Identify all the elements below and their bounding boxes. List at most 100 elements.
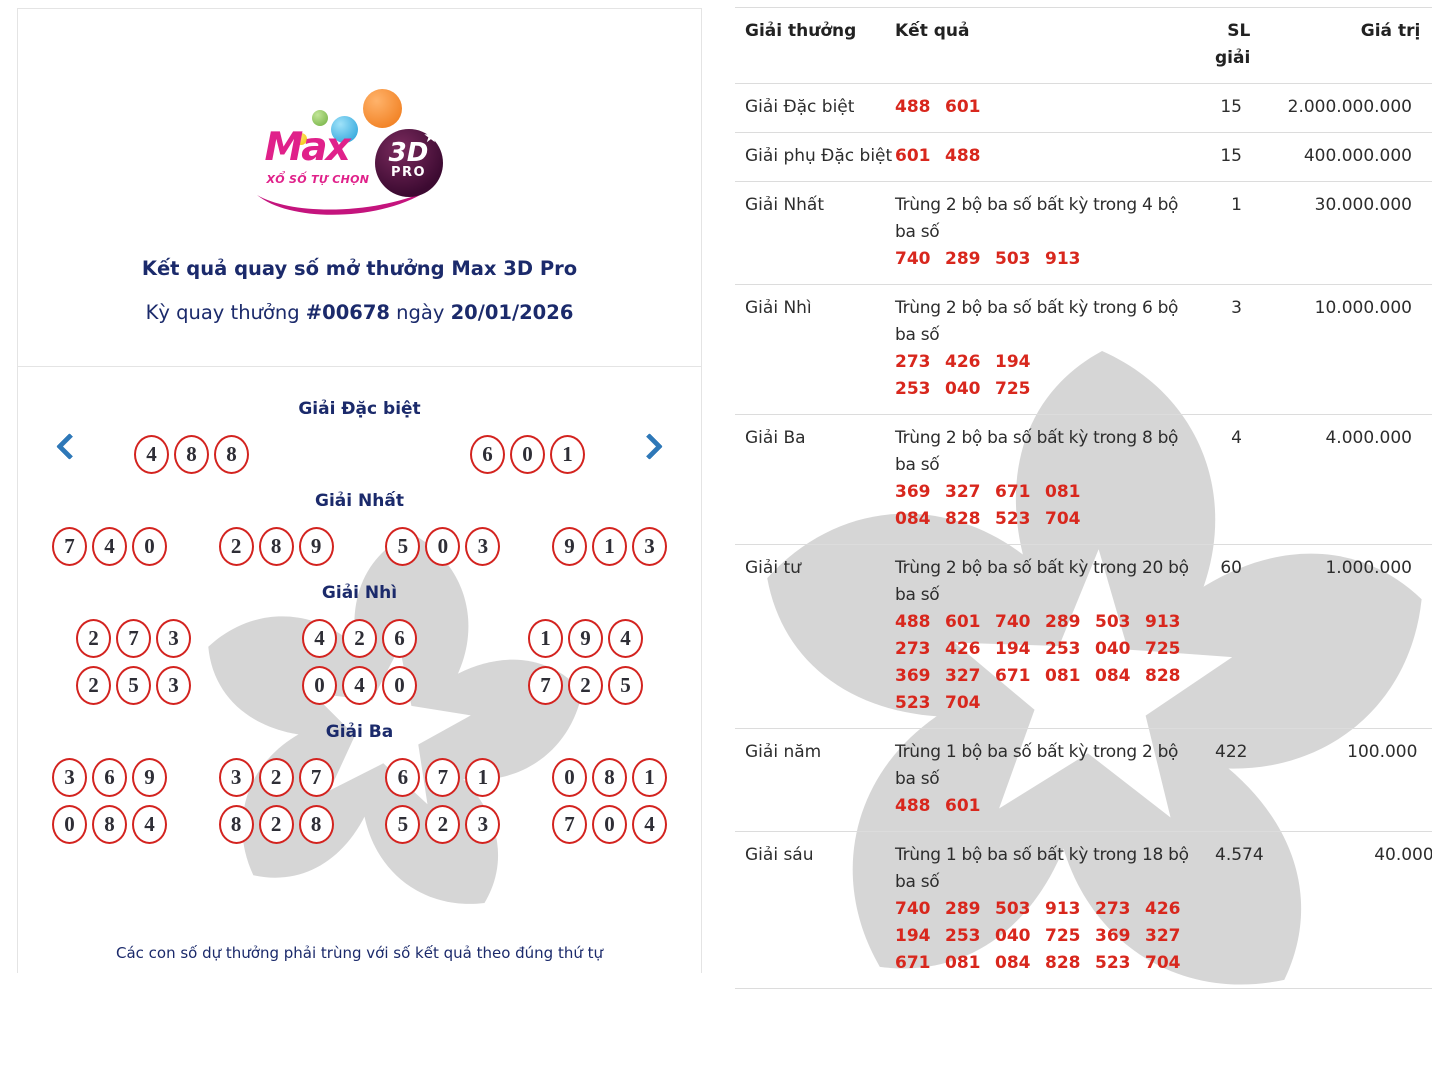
number-ball: 8: [218, 805, 254, 844]
draw-date: 20/01/2026: [450, 301, 574, 324]
winning-number: 194: [895, 926, 931, 946]
number-ball: 3: [465, 805, 501, 844]
number-ball: 6: [470, 435, 505, 474]
section-title: Giải Nhì: [321, 583, 398, 603]
winning-numbers-line: 084 828 523 704: [895, 506, 1215, 533]
number-ball: 1: [550, 435, 585, 474]
winning-numbers-line: 273 426 194 253 040 725: [895, 636, 1215, 663]
number-ball: 1: [631, 758, 667, 797]
number-ball: 4: [132, 805, 167, 844]
winning-number: 273: [895, 352, 931, 372]
table-row: Giải Nhì Trùng 2 bộ ba số bất kỳ trong 6 …: [735, 285, 1432, 415]
number-ball: 6: [385, 758, 421, 797]
number-ball: 6: [92, 758, 127, 797]
winning-numbers-line: 601 488: [895, 143, 1215, 170]
number-ball: 3: [156, 666, 191, 705]
number-ball: 9: [551, 527, 587, 566]
prize-name: Giải Nhì: [745, 298, 812, 318]
winning-number: 273: [1095, 899, 1131, 919]
result-description: Trùng 2 bộ ba số bất kỳ trong 4 bộ: [895, 195, 1179, 215]
number-ball: 1: [591, 527, 627, 566]
winning-number: 289: [945, 899, 981, 919]
winning-number: 426: [945, 639, 981, 659]
winning-number: 523: [995, 509, 1031, 529]
winning-number: 369: [895, 666, 931, 686]
logo-brand-text: Max: [264, 125, 351, 170]
number-ball: 9: [298, 527, 334, 566]
section-title: Giải Đặc biệt: [298, 399, 421, 419]
result-description: Trùng 1 bộ ba số bất kỳ trong 2 bộ: [895, 742, 1179, 762]
prize-value: 400.000.000: [1303, 146, 1412, 166]
number-ball: 4: [631, 805, 667, 844]
winning-number: 671: [895, 953, 931, 973]
number-ball: 5: [116, 666, 151, 705]
logo-ball-orange-icon: [362, 89, 402, 128]
prize-count: 15: [1220, 146, 1242, 166]
winning-number: 040: [1095, 639, 1131, 659]
result-description: Trùng 2 bộ ba số bất kỳ trong 6 bộ: [895, 298, 1179, 318]
number-ball: 0: [382, 666, 417, 705]
number-ball: 7: [116, 619, 151, 658]
winning-numbers-line: 273 426 194: [895, 349, 1215, 376]
winning-number: 084: [995, 953, 1031, 973]
draw-info: Kỳ quay thưởng #00678 ngày 20/01/2026: [18, 301, 701, 324]
winning-numbers-line: 369 327 671 081: [895, 479, 1215, 506]
prize-value: 10.000.000: [1314, 298, 1412, 318]
winning-number: 828: [1045, 953, 1081, 973]
number-ball: 2: [342, 619, 377, 658]
winning-number: 488: [895, 796, 931, 816]
winning-number: 253: [1045, 639, 1081, 659]
number-ball: 2: [258, 758, 294, 797]
prize-name: Giải Ba: [745, 428, 806, 448]
section-title: Giải Ba: [325, 722, 394, 742]
result-description: ba số: [895, 222, 940, 242]
prize-value: 30.000.000: [1314, 195, 1412, 215]
table-row: Giải phụ Đặc biệt 601 488 15 400.000.000: [735, 133, 1432, 182]
prize-name: Giải tư: [745, 558, 801, 578]
number-ball: 3: [156, 619, 191, 658]
winning-number: 503: [995, 899, 1031, 919]
section-title: Giải Nhất: [315, 491, 404, 511]
footer-note: Các con số dự thưởng phải trùng với số k…: [115, 944, 604, 962]
prize-section: Giải Đặc biệt 4 8 8 6 0 1: [18, 399, 701, 474]
prize-result: Trùng 1 bộ ba số bất kỳ trong 2 bộ ba số 4…: [895, 739, 1215, 820]
winning-number: 601: [945, 97, 981, 117]
number-ball: 8: [92, 805, 127, 844]
winning-number: 725: [1045, 926, 1081, 946]
winning-number: 503: [995, 249, 1031, 269]
logo-tier-text: PRO: [390, 165, 427, 180]
number-ball: 8: [298, 805, 334, 844]
winning-numbers-line: 253 040 725: [895, 376, 1215, 403]
winning-number: 327: [1145, 926, 1181, 946]
number-ball: 4: [134, 435, 169, 474]
winning-numbers-line: 740 289 503 913 273 426: [895, 896, 1215, 923]
number-ball: 1: [528, 619, 563, 658]
winning-numbers-line: 671 081 084 828 523 704: [895, 950, 1215, 977]
winning-number: 369: [1095, 926, 1131, 946]
number-ball: 3: [465, 527, 501, 566]
winning-number: 369: [895, 482, 931, 502]
logo-ball-blue-icon: [330, 116, 358, 143]
winning-number: 040: [995, 926, 1031, 946]
number-ball: 0: [52, 805, 87, 844]
winning-number: 725: [995, 379, 1031, 399]
winning-number: 740: [995, 612, 1031, 632]
logo-tagline: XỔ SỐ TỰ CHỌN: [266, 173, 370, 186]
number-ball: 7: [528, 666, 563, 705]
number-ball: 0: [302, 666, 337, 705]
prize-result: 601 488: [895, 143, 1215, 170]
prize-value: 40.000: [1374, 845, 1432, 865]
winning-number: 194: [995, 639, 1031, 659]
table-row: Giải tư Trùng 2 bộ ba số bất kỳ trong 20 …: [735, 545, 1432, 729]
prize-name: Giải năm: [745, 742, 822, 762]
prize-result: Trùng 2 bộ ba số bất kỳ trong 20 bộ ba số…: [895, 555, 1215, 717]
winning-number: 601: [945, 796, 981, 816]
winning-number: 704: [1145, 953, 1181, 973]
result-description: ba số: [895, 585, 940, 605]
